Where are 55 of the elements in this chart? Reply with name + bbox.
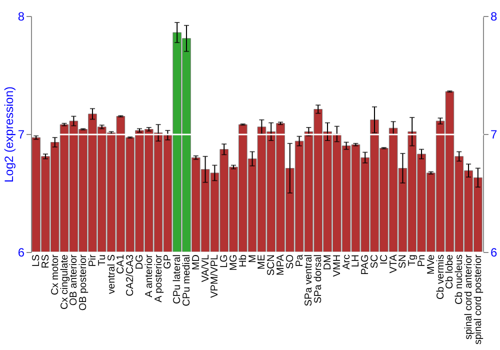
x-tick-label: Cx cingulate	[59, 254, 70, 310]
x-tick-label: OB anterior	[68, 254, 80, 306]
y-axis-title: Log2 (expression)	[2, 86, 16, 183]
x-tick-label: VPM/VPL	[210, 254, 221, 298]
x-tick-label: SC	[370, 254, 381, 268]
x-tick-label: spinal cord anterior	[464, 254, 475, 340]
y2-tick-label: 8	[490, 10, 498, 24]
x-tick-label: CPu medial	[181, 254, 192, 306]
x-tick-label: CPu lateral	[172, 254, 184, 304]
x-tick-label: Arc	[341, 254, 352, 270]
y2-tick-label: 7	[490, 128, 498, 142]
y-tick-label: 8	[18, 10, 25, 24]
x-tick-label: GP	[162, 254, 174, 269]
x-tick-label: VA/VL	[200, 254, 212, 282]
x-tick-label: MD	[190, 254, 202, 270]
x-tick-label: spinal cord posterior	[472, 254, 484, 345]
x-tick-label: SN	[398, 254, 409, 268]
y2-tick-label: 6	[490, 246, 498, 260]
x-tick-label: OB posterior	[78, 254, 90, 311]
x-tick-label: M	[247, 254, 258, 263]
x-tick-label: PAG	[360, 254, 372, 275]
x-tick-label: MVe	[426, 254, 437, 275]
x-tick-label: MG	[228, 254, 240, 271]
x-tick-label: DG	[134, 254, 146, 270]
x-tick-label: Cb lobe	[444, 254, 456, 289]
x-tick-label: SCN	[266, 254, 278, 276]
x-tick-label: LS	[31, 254, 42, 267]
x-tick-label: DM	[322, 254, 334, 270]
x-tick-label: ME	[256, 254, 268, 270]
x-tick-label: VMH	[332, 254, 343, 277]
x-tick-label: Tg	[407, 254, 418, 266]
x-tick-label: MPA	[276, 254, 287, 276]
x-tick-label: RS	[40, 254, 52, 268]
x-tick-label: SPa dorsal	[313, 254, 324, 304]
x-tick-label: IC	[378, 254, 390, 264]
x-tick-label: Pa	[294, 254, 306, 267]
y-tick-label: 7	[18, 128, 25, 142]
x-tick-label: A posterior	[153, 254, 164, 302]
x-tick-label: Pir	[87, 254, 98, 267]
x-tick-label: SO	[284, 254, 296, 269]
x-tick-label: Hb	[238, 254, 249, 268]
x-tick-label: CA2/CA3	[125, 254, 136, 296]
y-tick-label: 6	[18, 246, 25, 260]
x-tick-label: Tu	[96, 254, 108, 266]
x-tick-label: VTA	[388, 254, 400, 274]
x-tick-label: A anterior	[144, 254, 155, 298]
x-tick-label: LG	[219, 254, 230, 268]
x-tick-label: LH	[350, 254, 362, 268]
x-tick-label: Cb vermis	[435, 254, 446, 300]
x-tick-label: Cx motor	[50, 254, 61, 296]
x-tick-label: ventral S	[106, 254, 118, 294]
x-tick-label: SPa ventral	[304, 254, 315, 306]
x-tick-label: Cb nucleus	[454, 254, 466, 305]
x-tick-label: CA1	[116, 254, 127, 274]
x-tick-label: Pn	[416, 254, 428, 267]
